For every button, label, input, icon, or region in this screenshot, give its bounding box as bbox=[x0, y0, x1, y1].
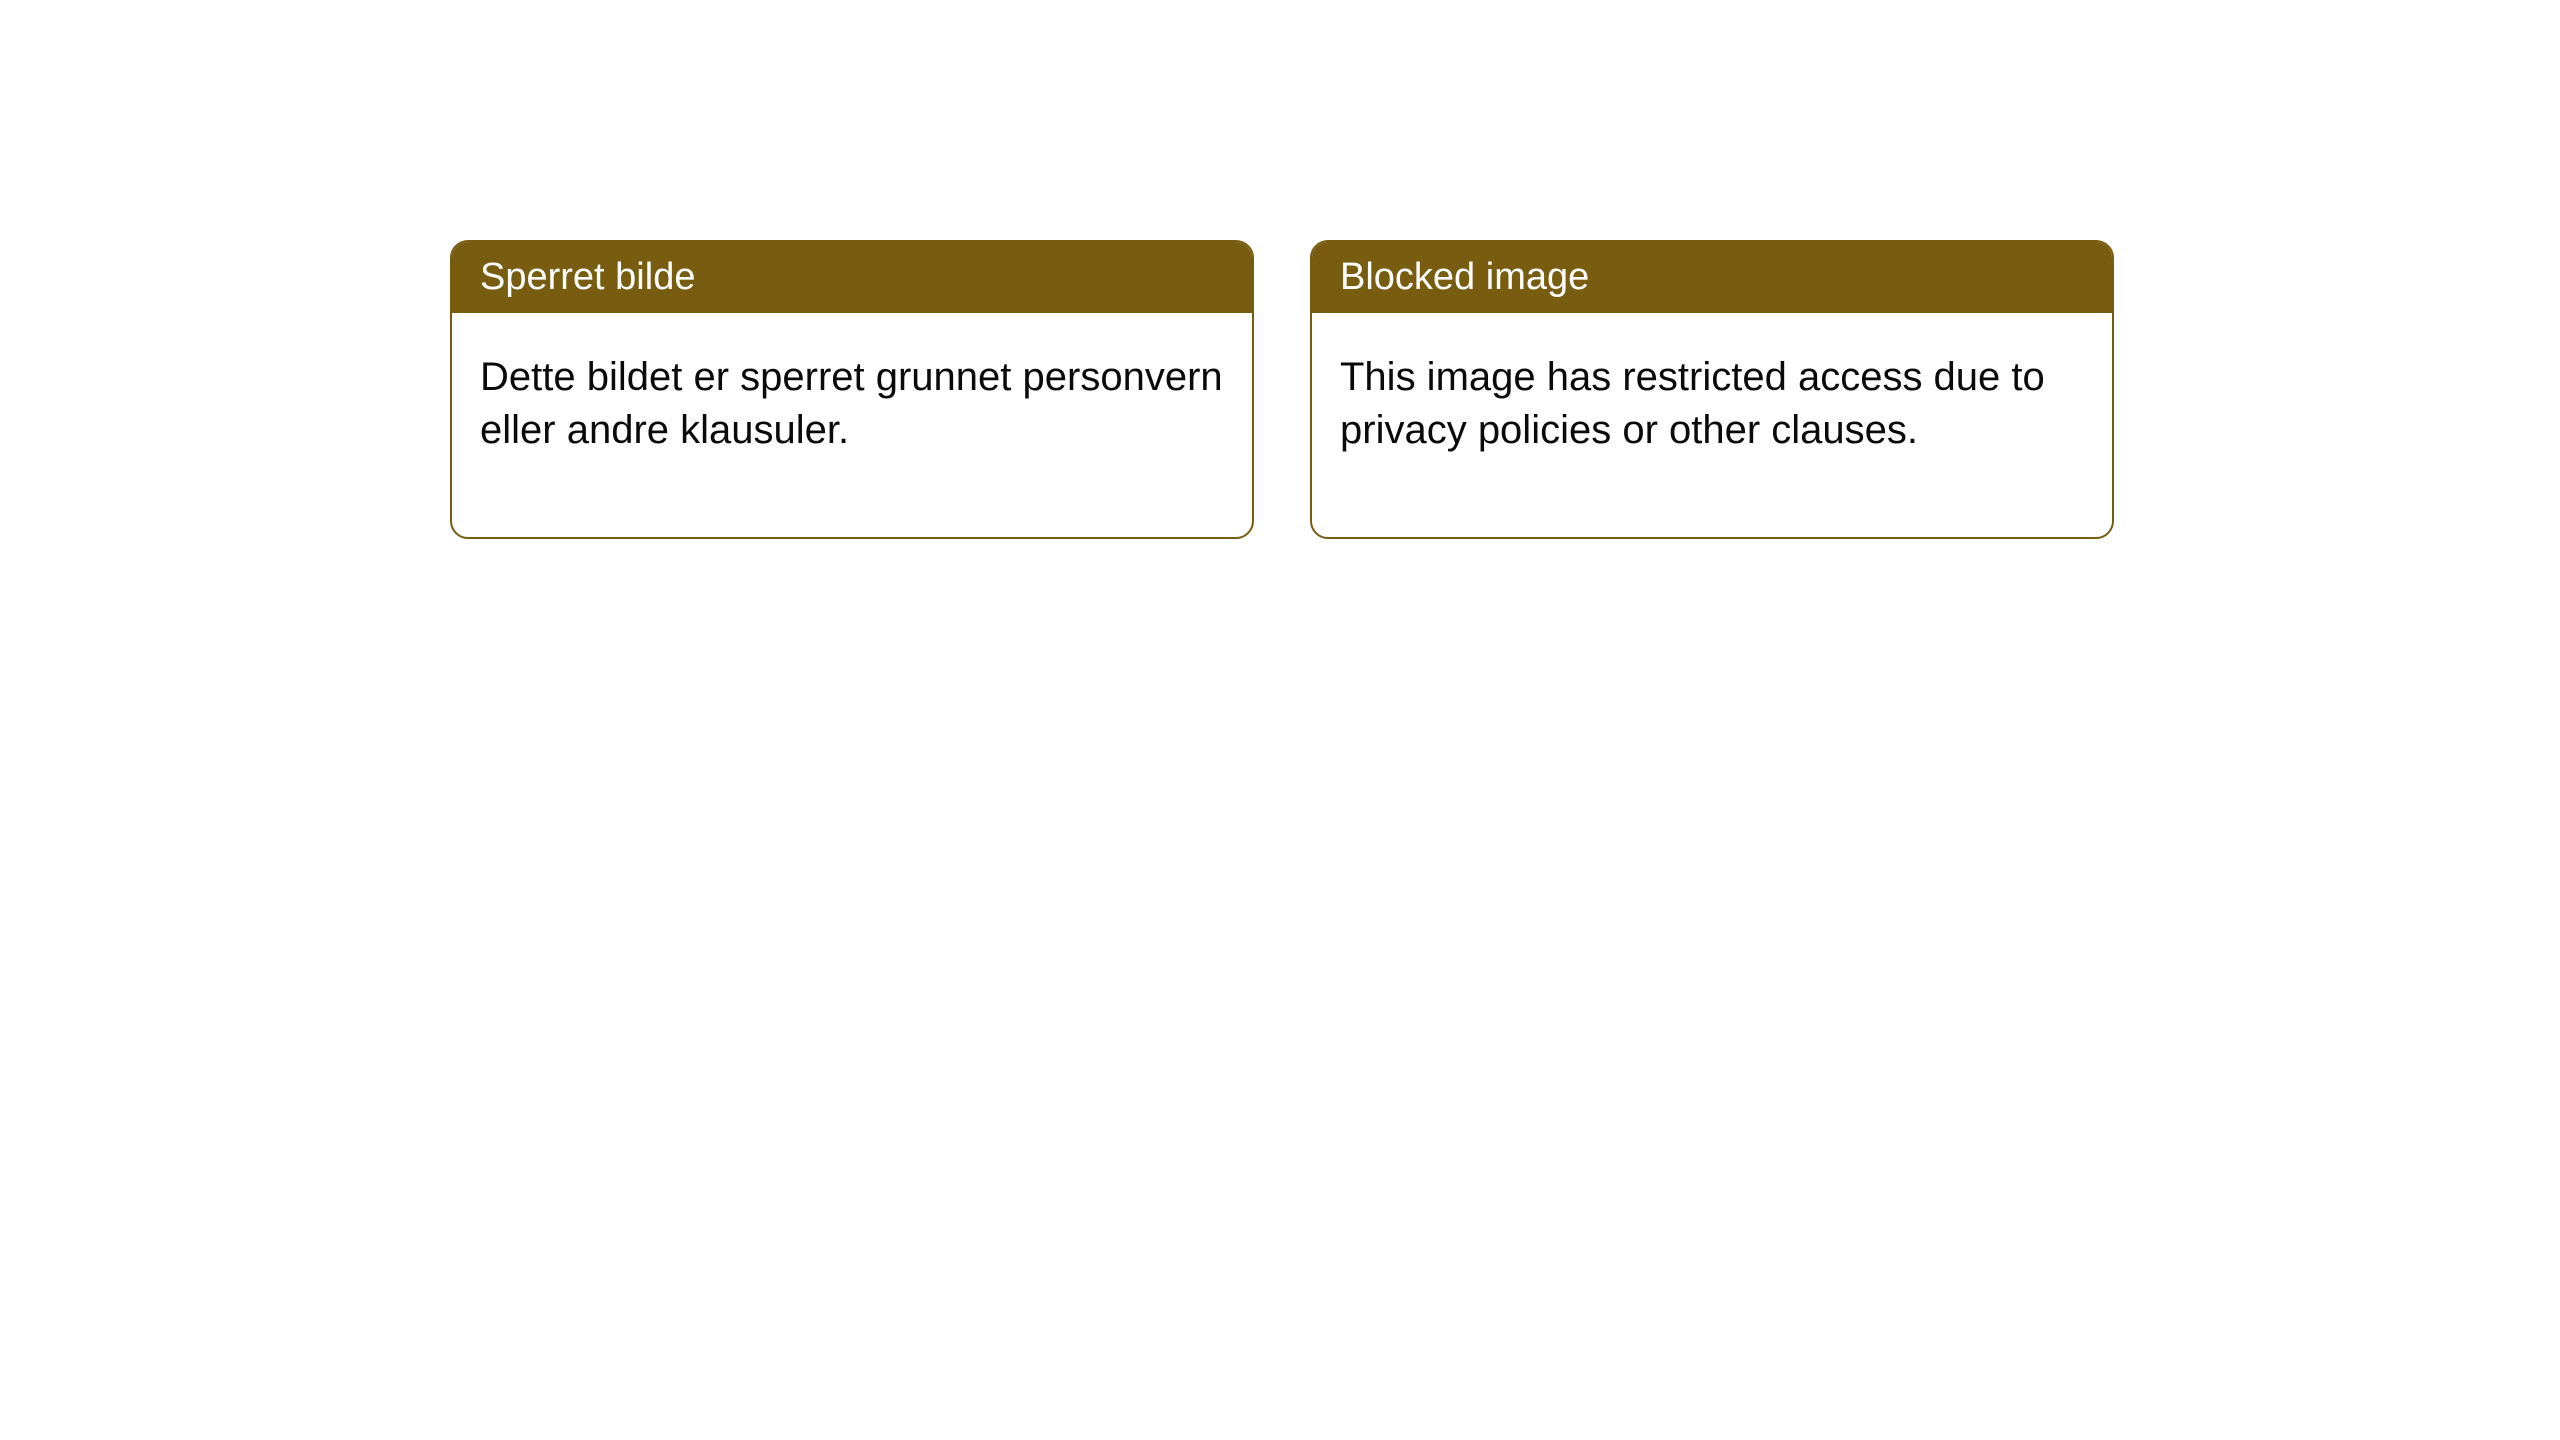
notice-body: Dette bildet er sperret grunnet personve… bbox=[452, 313, 1252, 537]
notice-box-norwegian: Sperret bilde Dette bildet er sperret gr… bbox=[450, 240, 1254, 539]
notice-title: Blocked image bbox=[1340, 256, 1589, 298]
notice-title: Sperret bilde bbox=[480, 256, 695, 298]
notice-body-text: Dette bildet er sperret grunnet personve… bbox=[480, 355, 1223, 452]
notice-container: Sperret bilde Dette bildet er sperret gr… bbox=[0, 0, 2560, 539]
notice-body: This image has restricted access due to … bbox=[1312, 313, 2112, 537]
notice-header: Blocked image bbox=[1312, 242, 2112, 313]
notice-box-english: Blocked image This image has restricted … bbox=[1310, 240, 2114, 539]
notice-body-text: This image has restricted access due to … bbox=[1340, 355, 2045, 452]
notice-header: Sperret bilde bbox=[452, 242, 1252, 313]
